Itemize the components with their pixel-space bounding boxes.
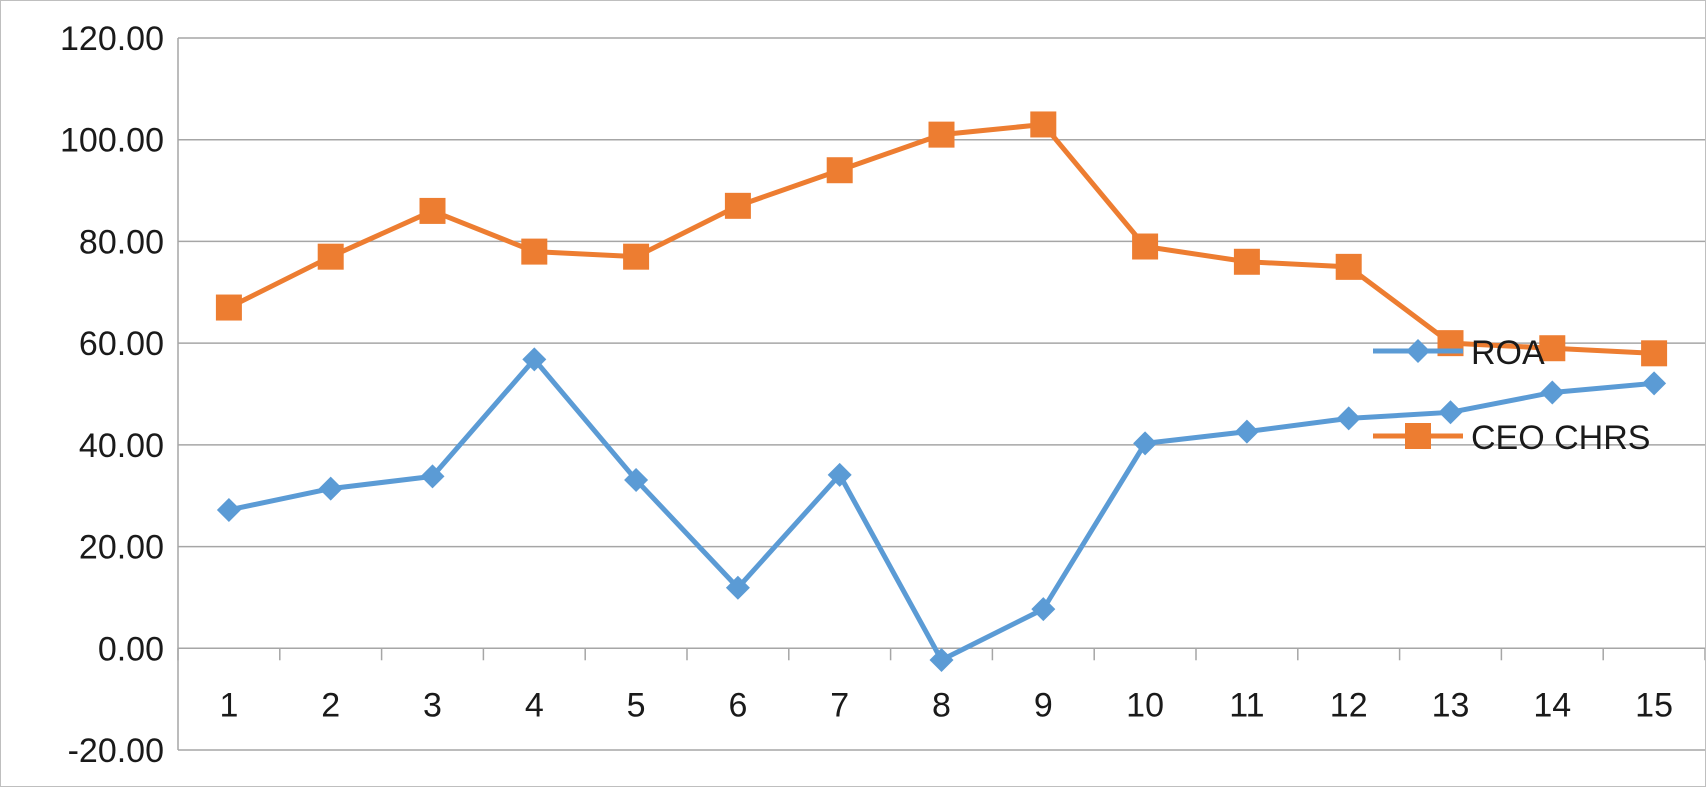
data-point-ceo-chrs <box>215 294 242 321</box>
y-tick-labels: -20.00 0.00 20.00 40.00 60.00 80.00 100.00 120.… <box>60 20 164 770</box>
data-point-ceo-chrs <box>1641 340 1668 367</box>
x-tick-label: 5 <box>627 686 646 724</box>
series-ceo-chrs <box>215 111 1668 367</box>
data-point-roa <box>216 497 241 522</box>
y-tick-label: 120.00 <box>60 20 164 58</box>
x-tick-label: 11 <box>1229 686 1264 724</box>
x-tick-label: 9 <box>1034 686 1053 724</box>
legend-entry-roa: ROA <box>1373 334 1545 372</box>
data-point-roa <box>522 347 547 372</box>
y-tick-label: 20.00 <box>79 529 164 567</box>
y-tick-label: 0.00 <box>98 630 164 668</box>
legend-marker-roa <box>1406 339 1430 363</box>
series-roa <box>216 347 1667 672</box>
data-point-ceo-chrs <box>521 238 548 265</box>
x-tick-label: 6 <box>728 686 747 724</box>
data-point-ceo-chrs <box>826 157 853 184</box>
data-point-roa <box>827 462 852 487</box>
x-tick-label: 10 <box>1126 686 1164 724</box>
x-tick-label: 7 <box>830 686 849 724</box>
x-tick-label: 8 <box>932 686 951 724</box>
x-tick-label: 3 <box>423 686 442 724</box>
legend-label-roa: ROA <box>1471 334 1545 372</box>
x-tick-label: 13 <box>1432 686 1470 724</box>
data-point-ceo-chrs <box>1233 248 1260 275</box>
y-tick-label: 60.00 <box>79 325 164 363</box>
data-point-ceo-chrs <box>1539 335 1566 362</box>
x-tick-label: 14 <box>1533 686 1571 724</box>
x-tick-label: 4 <box>525 686 544 724</box>
data-point-roa <box>1642 371 1667 396</box>
data-point-ceo-chrs <box>419 197 446 224</box>
data-point-roa <box>318 476 343 501</box>
series-line-roa <box>228 356 1655 663</box>
data-point-ceo-chrs <box>623 243 650 270</box>
x-tick-label: 12 <box>1330 686 1368 724</box>
x-tick-label: 2 <box>321 686 340 724</box>
data-point-roa <box>929 647 954 672</box>
series-line-ceo-chrs <box>227 121 1655 356</box>
data-point-roa <box>1133 431 1158 456</box>
y-tick-label: 40.00 <box>79 427 164 465</box>
legend: ROA CEO CHRS <box>1373 334 1650 457</box>
data-point-roa <box>725 575 750 600</box>
data-point-ceo-chrs <box>1030 111 1057 138</box>
data-point-ceo-chrs <box>928 121 955 148</box>
data-point-ceo-chrs <box>724 192 751 219</box>
legend-marker-ceo-chrs <box>1405 423 1431 449</box>
legend-entry-ceo-chrs: CEO CHRS <box>1373 419 1650 457</box>
data-point-roa <box>420 464 445 489</box>
data-point-roa <box>1031 597 1056 622</box>
data-point-roa <box>1336 406 1361 431</box>
data-point-roa <box>1234 419 1259 444</box>
x-tick-labels: 1 2 3 4 5 6 7 8 9 10 11 12 13 14 15 <box>219 686 1673 724</box>
y-tick-label: 80.00 <box>79 223 164 261</box>
data-point-ceo-chrs <box>1335 253 1362 280</box>
series <box>215 111 1668 672</box>
legend-label-ceo-chrs: CEO CHRS <box>1471 419 1650 457</box>
data-point-roa <box>1438 400 1463 425</box>
data-point-roa <box>1540 380 1565 405</box>
x-tick-label: 1 <box>219 686 238 724</box>
data-point-ceo-chrs <box>1132 233 1159 260</box>
y-tick-label: -20.00 <box>68 732 164 770</box>
data-point-ceo-chrs <box>317 243 344 270</box>
x-tick-label: 15 <box>1635 686 1673 724</box>
y-tick-label: 100.00 <box>60 122 164 160</box>
data-point-roa <box>624 467 649 492</box>
